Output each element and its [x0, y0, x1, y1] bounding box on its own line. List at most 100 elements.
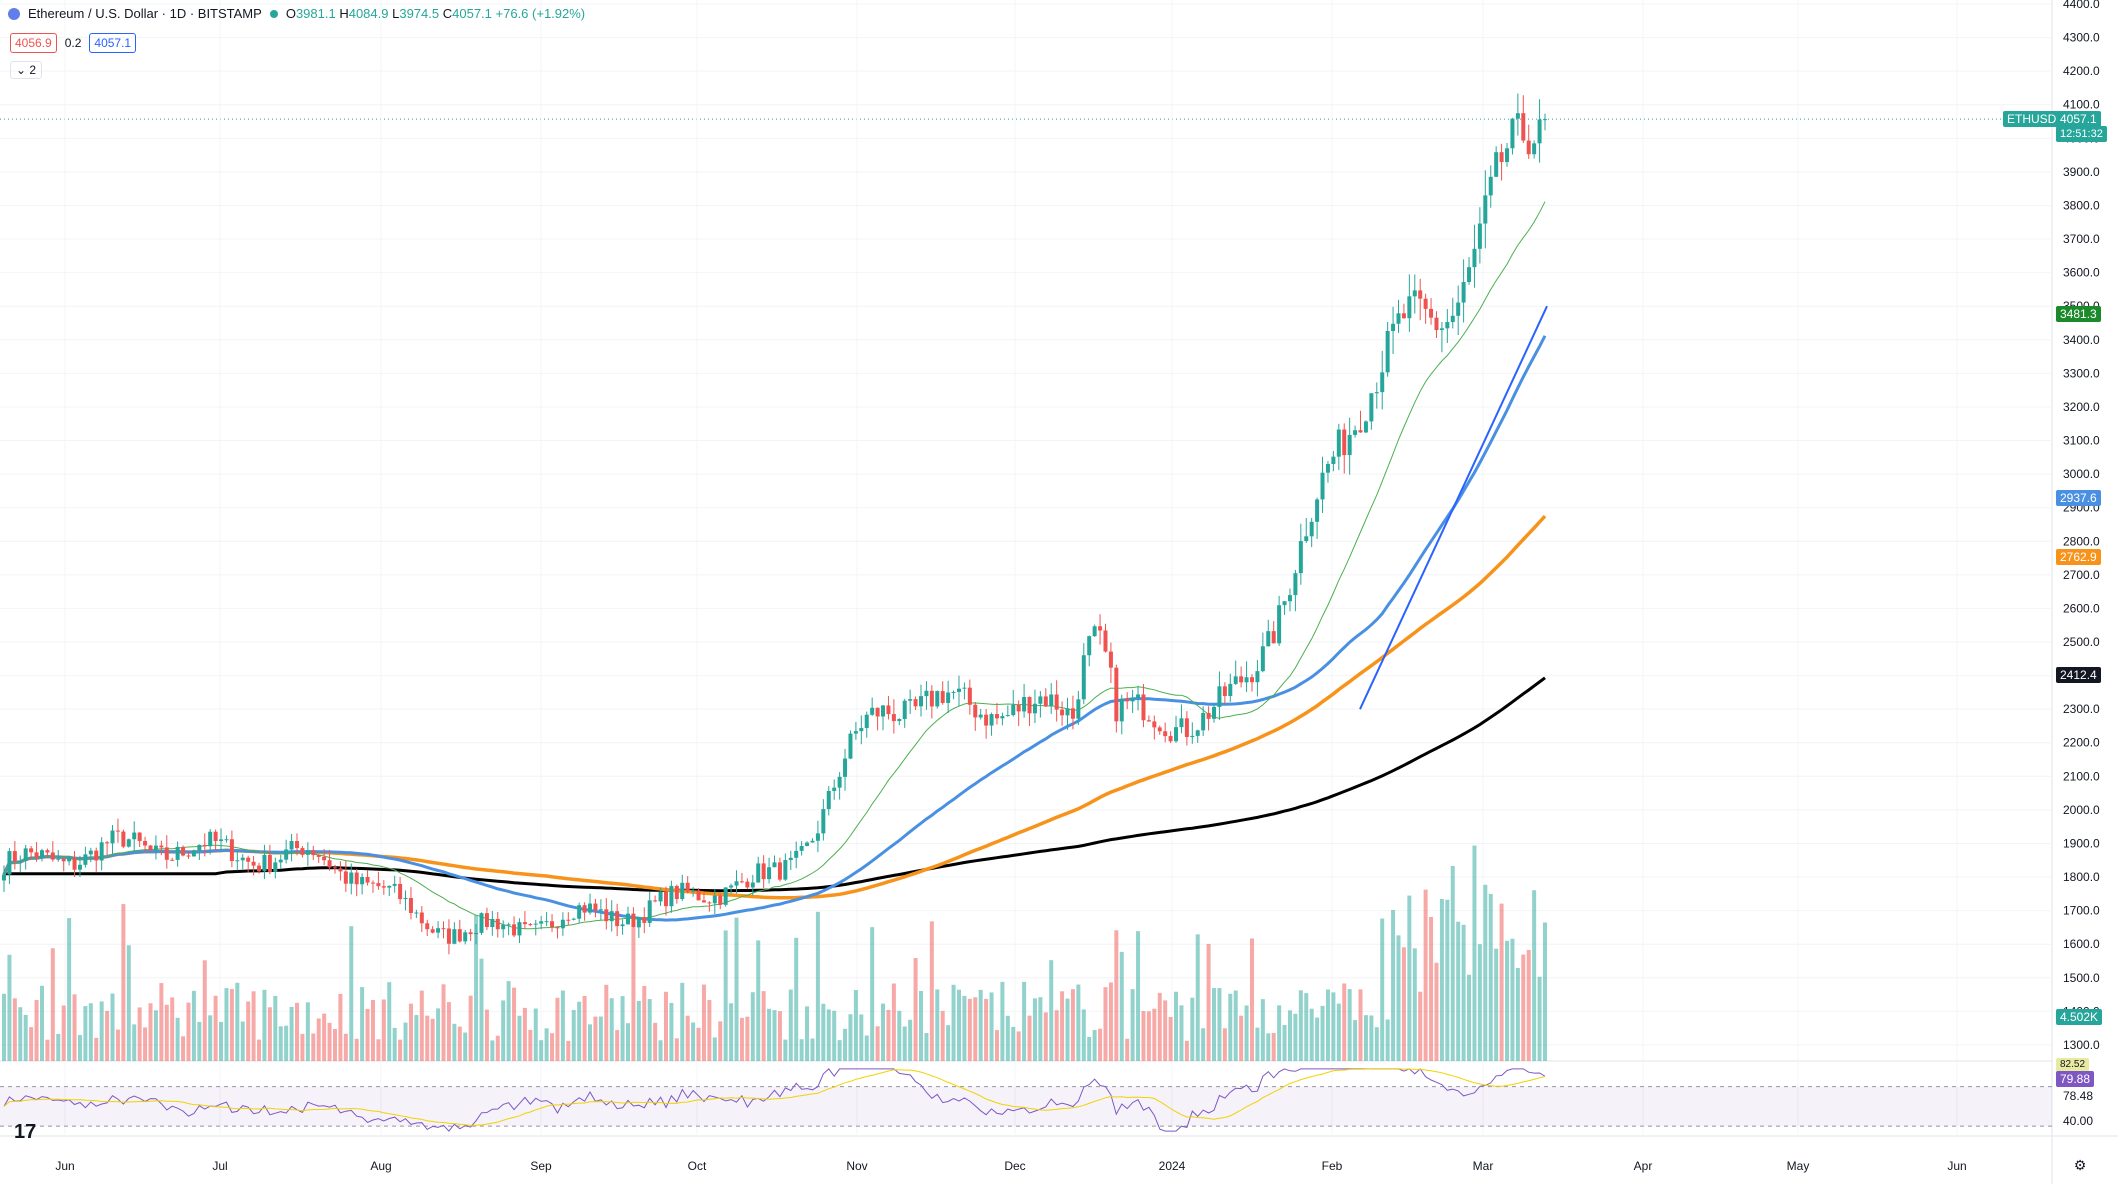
- volume-bar: [1391, 909, 1396, 1061]
- candle-body: [528, 924, 533, 926]
- candle-body: [973, 704, 978, 718]
- volume-bar: [853, 990, 858, 1061]
- volume-bar: [843, 1028, 848, 1061]
- symbol-title[interactable]: Ethereum / U.S. Dollar · 1D · BITSTAMP: [28, 6, 262, 21]
- candle-body: [935, 691, 940, 707]
- volume-bar: [864, 1035, 869, 1061]
- tradingview-logo-icon[interactable]: 17: [14, 1121, 36, 1143]
- candle-body: [164, 847, 169, 860]
- volume-bar: [490, 1040, 495, 1061]
- gear-icon[interactable]: ⚙: [2074, 1157, 2087, 1173]
- candle-body: [300, 848, 305, 855]
- candle-body: [284, 849, 289, 860]
- candle-body: [132, 832, 137, 840]
- volume-bar: [126, 945, 131, 1061]
- volume-bar: [886, 1009, 891, 1061]
- volume-bar: [1260, 999, 1265, 1061]
- candle-body: [191, 850, 196, 857]
- candle-body: [1065, 708, 1070, 716]
- rsi-tick-label: 40.00: [2063, 1114, 2093, 1128]
- volume-bar: [72, 994, 77, 1061]
- volume-bar: [474, 914, 479, 1061]
- volume-bar: [1374, 1027, 1379, 1061]
- candle-body: [370, 882, 375, 884]
- trendline-price-tag: 3481.3: [2056, 306, 2101, 322]
- candle-body: [1543, 119, 1547, 121]
- price-tick-label: 4300.0: [2063, 31, 2100, 45]
- sell-button[interactable]: 4056.9: [10, 33, 57, 53]
- volume-bar: [1130, 989, 1135, 1061]
- volume-bar: [338, 993, 343, 1061]
- candle-body: [39, 850, 44, 858]
- volume-bar: [436, 1008, 441, 1061]
- candle-body: [1087, 636, 1092, 656]
- candle-body: [881, 705, 886, 717]
- volume-bar: [517, 1015, 522, 1061]
- candle-body: [1347, 434, 1352, 456]
- candle-body: [419, 912, 424, 924]
- volume-bar: [387, 982, 392, 1061]
- candle-body: [512, 924, 517, 936]
- candle-body: [18, 860, 23, 862]
- candle-body: [295, 841, 300, 849]
- volume-bar: [164, 1004, 169, 1061]
- volume-bar: [468, 995, 473, 1061]
- candle-body: [278, 859, 283, 863]
- volume-bar: [1494, 948, 1499, 1061]
- time-axis[interactable]: Jun Jul Aug Sep Oct Nov Dec 2024 Feb Mar Apr May Jun…: [55, 1157, 2086, 1173]
- volume-bar: [50, 948, 55, 1061]
- time-tick-label: Jul: [212, 1159, 227, 1173]
- candle-body: [1005, 715, 1010, 717]
- candle-body: [805, 842, 810, 846]
- indicator-collapse-toggle[interactable]: ⌄ 2: [10, 61, 43, 79]
- candle-body: [1027, 697, 1032, 714]
- candle-body: [1092, 626, 1097, 637]
- candle-body: [343, 871, 348, 884]
- volume-bar: [34, 1000, 39, 1061]
- volume-bar: [159, 983, 164, 1061]
- volume-bar: [1331, 992, 1336, 1061]
- volume-bar: [609, 998, 614, 1061]
- price-tick-label: 1500.0: [2063, 971, 2100, 985]
- candle-body: [1266, 631, 1271, 647]
- volume-bar: [452, 1023, 457, 1061]
- candle-body: [501, 924, 506, 930]
- buy-button[interactable]: 4057.1: [89, 33, 137, 53]
- ma-blue-line: [2, 335, 1547, 922]
- volume-bar: [349, 926, 354, 1061]
- candle-body: [61, 858, 66, 862]
- volume-bar: [1201, 1028, 1206, 1061]
- volume-bar: [1141, 1011, 1146, 1061]
- volume-bar: [1076, 984, 1081, 1061]
- volume-bar: [278, 1026, 283, 1061]
- trend-line[interactable]: [1359, 305, 1548, 710]
- candle-body: [1467, 267, 1472, 283]
- volume-bar: [745, 1016, 750, 1061]
- candle-body: [29, 848, 34, 853]
- price-tick-label: 3300.0: [2063, 366, 2100, 380]
- candle-body: [1456, 302, 1461, 316]
- volume-bar: [1152, 1008, 1157, 1061]
- volume-bar: [1027, 1015, 1032, 1061]
- candle-body: [1537, 119, 1542, 144]
- candle-body: [468, 932, 473, 935]
- volume-bar: [973, 997, 978, 1061]
- volume-bar: [1065, 998, 1070, 1061]
- candle-body: [750, 882, 755, 888]
- volume-bar: [1439, 899, 1444, 1061]
- candle-body: [1043, 696, 1048, 707]
- volume-bar: [213, 995, 218, 1061]
- moving-averages: [2, 201, 1548, 930]
- price-axis[interactable]: 4400.04300.04200.04100.04000.03900.03800…: [2063, 0, 2100, 1052]
- volume-bar: [1532, 890, 1537, 1061]
- candle-body: [1401, 313, 1406, 319]
- candle-body: [381, 886, 386, 888]
- volume-bar: [691, 1022, 696, 1061]
- candle-body: [696, 890, 701, 901]
- volume-bar: [1249, 938, 1254, 1061]
- volume-bar: [1445, 899, 1450, 1061]
- volume-bar: [143, 1027, 148, 1061]
- candle-body: [12, 851, 17, 862]
- indicator-count: 2: [29, 63, 37, 77]
